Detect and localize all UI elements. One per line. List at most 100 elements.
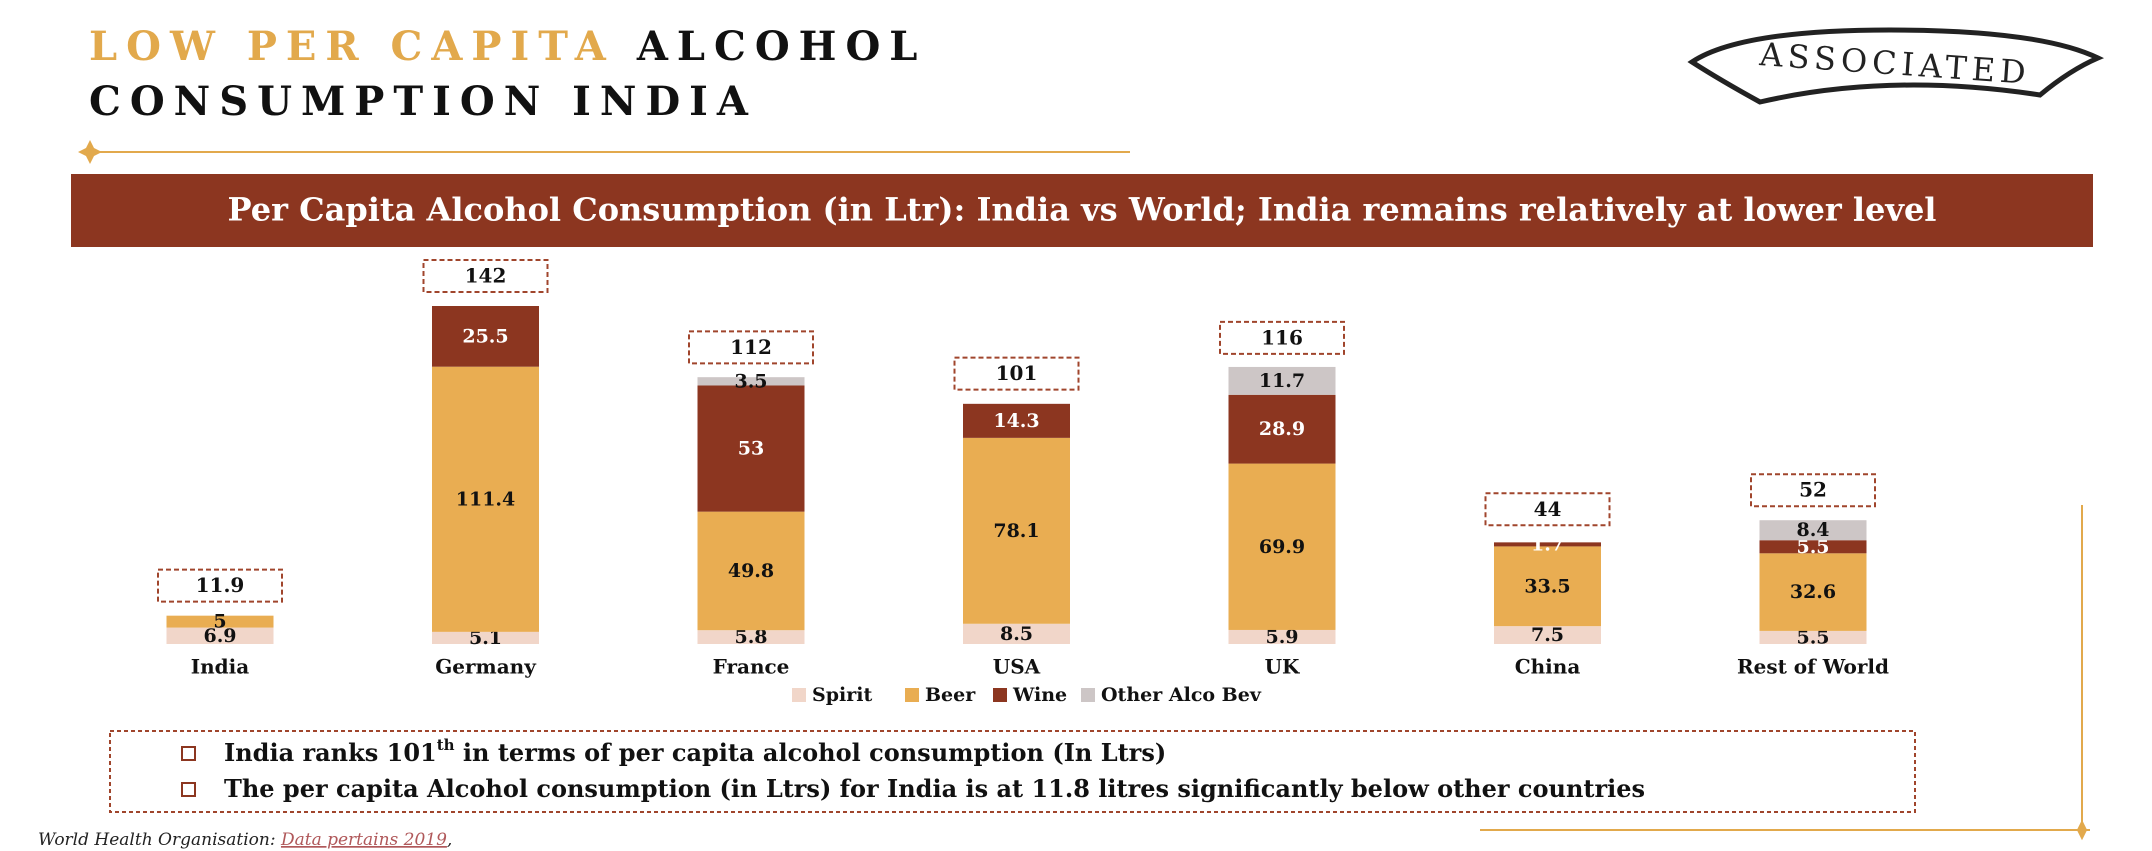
- total-box: [1750, 473, 1876, 508]
- legend-label: Wine: [1012, 684, 1067, 706]
- footer-tail: ,: [447, 830, 452, 850]
- footer-source: World Health Organisation:: [38, 830, 281, 850]
- bar-segment: [1759, 553, 1867, 631]
- segment-label: 32.6: [1790, 581, 1836, 603]
- bar-segment: [432, 306, 539, 367]
- total-label: 52: [1799, 478, 1827, 502]
- segment-label: 8.4: [1796, 519, 1829, 541]
- segment-label: 28.9: [1259, 418, 1305, 440]
- x-tick-label: India: [191, 655, 249, 679]
- segment-label: 78.1: [993, 520, 1039, 542]
- segment-label: 53: [738, 438, 764, 460]
- x-tick-label: USA: [993, 655, 1041, 679]
- bullet-after: in terms of per capita alcohol consumpti…: [455, 738, 1167, 767]
- banner: [71, 174, 2093, 247]
- total-label: 44: [1534, 497, 1562, 521]
- x-tick-label: UK: [1265, 655, 1300, 679]
- title-gold: LOW PER CAPITA: [89, 23, 615, 70]
- segment-label: 1.7: [1531, 533, 1564, 555]
- segment-label: 69.9: [1259, 536, 1305, 558]
- segment-label: 25.5: [462, 325, 508, 347]
- segment-label: 5.5: [1796, 536, 1829, 558]
- legend-swatch: [905, 688, 919, 702]
- legend-label: Other Alco Bev: [1101, 684, 1262, 706]
- x-tick-label: Rest of World: [1737, 655, 1889, 679]
- segment-label: 49.8: [728, 560, 774, 582]
- total-label: 101: [996, 361, 1038, 385]
- total-box: [1484, 492, 1611, 527]
- bullet-text: India ranks 101th in terms of per capita…: [224, 736, 1166, 767]
- total-label: 11.9: [196, 573, 245, 597]
- footer-link[interactable]: Data pertains 2019: [280, 830, 447, 850]
- segment-label: 14.3: [993, 410, 1039, 432]
- x-tick-label: China: [1515, 655, 1581, 679]
- corner-star: [2074, 819, 2090, 841]
- title-dark: ALCOHOL: [636, 23, 927, 70]
- rule-star: [78, 140, 102, 164]
- bar-segment: [166, 615, 274, 628]
- bar-segment: [697, 630, 805, 644]
- title-line1: LOW PER CAPITA ALCOHOL: [89, 23, 926, 70]
- bar-segment: [1228, 394, 1336, 464]
- total-box: [157, 568, 283, 603]
- bar-segment: [697, 377, 805, 386]
- total-box: [1219, 320, 1345, 355]
- bar-segment: [432, 366, 539, 632]
- segment-label: 5.9: [1265, 626, 1298, 648]
- total-label: 116: [1261, 325, 1303, 349]
- bullet-sup: th: [437, 736, 455, 754]
- bar-segment: [1228, 463, 1336, 630]
- legend-label: Spirit: [812, 684, 872, 706]
- segment-label: 11.7: [1259, 370, 1305, 392]
- bullet-square: [181, 782, 196, 797]
- segment-label: 8.5: [1000, 623, 1033, 645]
- x-tick-label: Germany: [435, 655, 537, 679]
- title-line2: CONSUMPTION INDIA: [89, 78, 757, 125]
- bar-segment: [697, 385, 805, 512]
- banner-text: Per Capita Alcohol Consumption (in Ltr):…: [228, 191, 1937, 229]
- bullet-box: [109, 730, 1916, 813]
- bullet-text: The per capita Alcohol consumption (in L…: [224, 774, 1645, 803]
- segment-label: 33.5: [1524, 575, 1570, 597]
- bar-segment: [1228, 366, 1336, 395]
- segment-label: 6.9: [203, 625, 236, 647]
- segment-label: 7.5: [1531, 624, 1564, 646]
- total-label: 112: [730, 335, 772, 359]
- bar-segment: [963, 437, 1070, 624]
- bullet-before: India ranks 101: [224, 738, 437, 767]
- segment-label: 5.8: [734, 626, 767, 648]
- total-box: [422, 259, 549, 293]
- bar-segment: [1494, 626, 1601, 644]
- bullet-before: The per capita Alcohol consumption (in L…: [224, 774, 1645, 803]
- bar-segment: [963, 403, 1070, 438]
- bullet-square: [181, 746, 196, 761]
- bar-segment: [1494, 542, 1601, 547]
- total-label: 142: [465, 264, 507, 288]
- bullets: India ranks 101th in terms of per capita…: [181, 736, 1645, 803]
- legend-swatch: [993, 688, 1007, 702]
- total-box: [688, 330, 814, 365]
- bar-segment: [1494, 546, 1601, 627]
- logo-ribbon: [1687, 27, 2105, 105]
- bar-segment: [1228, 629, 1336, 644]
- x-tick-label: France: [713, 655, 790, 679]
- bar-segment: [1759, 520, 1867, 541]
- legend-swatch: [1081, 688, 1095, 702]
- segment-label: 5.1: [469, 627, 502, 649]
- bar-segment: [697, 511, 805, 631]
- legend-label: Beer: [925, 684, 976, 706]
- legend-swatch: [792, 688, 806, 702]
- segment-label: 3.5: [734, 370, 767, 392]
- segment-label: 111.4: [456, 488, 516, 510]
- bar-segment: [1759, 630, 1867, 644]
- bar-segment: [432, 631, 539, 644]
- segment-label: 5.5: [1796, 626, 1829, 648]
- chart: 6.95 11.9 India 5.1 111.4 25.5 142 Germany 5.8 49…: [157, 259, 1889, 706]
- segment-label: 5: [213, 611, 226, 633]
- total-box: [953, 356, 1080, 391]
- bar-segment: [1759, 540, 1867, 554]
- bar-segment: [963, 623, 1070, 644]
- bar-segment: [166, 627, 274, 644]
